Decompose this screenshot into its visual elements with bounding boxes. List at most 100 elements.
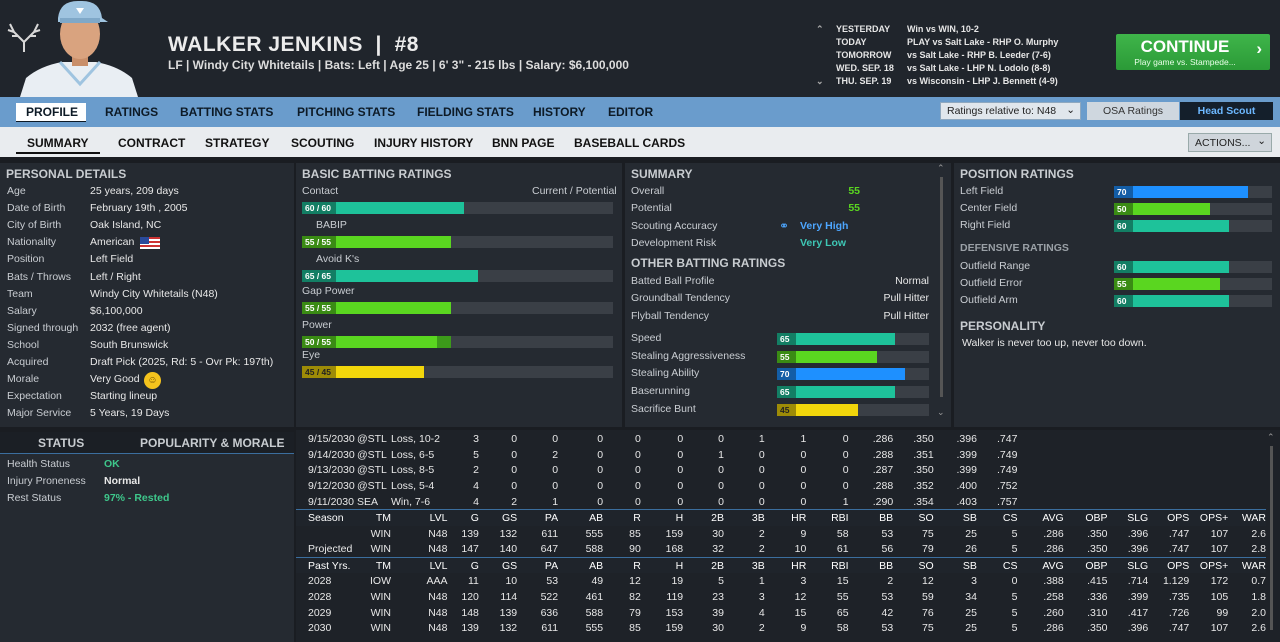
stats-cell: SEA <box>356 495 378 508</box>
tab-strategy[interactable]: STRATEGY <box>205 136 270 150</box>
stats-row: 2029 WIN N48 148 139 636 588 79 153 39 4 15 65 42 76 25… <box>296 605 1266 621</box>
chevron-down-icon[interactable]: ⌄ <box>816 76 824 86</box>
stats-cell: AB <box>558 556 604 574</box>
stats-cell: 555 <box>585 527 604 540</box>
stats-cell: 61 <box>836 543 849 556</box>
summary-scrollbar[interactable]: ⌃ ⌄ <box>937 163 947 423</box>
stats-cell: 2 <box>758 622 765 635</box>
stats-cell: 53 <box>881 590 894 603</box>
rating-value-label <box>1114 220 1133 233</box>
tab-popularity-morale[interactable]: POPULARITY & MORALE <box>140 436 285 450</box>
player-info: LF | Windy City Whitetails | Bats: Left … <box>168 58 629 72</box>
stats-cell: AAA <box>426 575 448 588</box>
stats-cell: 53 <box>546 575 559 588</box>
flag-canton <box>140 237 149 245</box>
stats-cell: 5 <box>473 448 479 461</box>
other-batting-title: OTHER BATTING RATINGS <box>631 256 786 270</box>
stats-cell: 0 <box>758 495 765 508</box>
rating-value-label <box>777 350 796 363</box>
position-label: Outfield Arm <box>960 294 1018 307</box>
stats-cell: LVL <box>390 509 448 526</box>
stats-cell: Season <box>296 509 357 526</box>
stats-cell: 19 <box>671 575 684 588</box>
tab-contract[interactable]: CONTRACT <box>118 136 186 150</box>
stats-cell: .396 <box>1127 543 1149 556</box>
rating-bar: 65 / 65 <box>302 270 613 282</box>
stats-cell: 159 <box>665 527 684 540</box>
stats-cell: 0.7 <box>1251 575 1266 588</box>
chevron-down-icon: ⌄ <box>937 407 945 417</box>
stats-cell: Win, 7-6 <box>390 495 431 508</box>
actions-dropdown[interactable]: ACTIONS... ⌄ <box>1188 133 1272 152</box>
tab-injury-history[interactable]: INJURY HISTORY <box>374 136 474 150</box>
stats-cell: .749 <box>997 448 1018 461</box>
stats-cell: 0 <box>800 495 807 508</box>
stats-cell: OBP <box>1063 556 1108 574</box>
stats-cell: 132 <box>499 527 518 540</box>
stats-cell: 49 <box>591 575 604 588</box>
position-label: Left Field <box>960 185 1004 197</box>
stats-cell: .288 <box>872 480 894 493</box>
chevron-up-icon[interactable]: ⌃ <box>816 24 824 34</box>
tab-history[interactable]: HISTORY <box>533 105 586 119</box>
status-label: Rest Status <box>7 492 62 504</box>
stats-cell: 0 <box>758 448 765 461</box>
stats-cell: 5 <box>1011 527 1018 540</box>
tab-batting-stats[interactable]: BATTING STATS <box>180 105 274 119</box>
current-potential-header: Current / Potential <box>532 185 617 197</box>
summary-value: Very High <box>800 219 849 232</box>
rating-fill <box>777 386 896 399</box>
stats-cell: 2 <box>552 448 559 461</box>
us-flag-icon <box>140 237 160 250</box>
rating-bar: 45 / 45 <box>302 366 613 378</box>
stats-cell: 59 <box>922 590 934 603</box>
stats-cell: 0 <box>597 495 604 508</box>
stats-cell: 0 <box>635 464 641 477</box>
chevron-down-icon: ⌄ <box>1257 135 1266 147</box>
stats-cell: 647 <box>540 543 559 556</box>
stats-cell: .747 <box>1168 527 1190 540</box>
tab-ratings[interactable]: RATINGS <box>105 105 159 119</box>
tab-status[interactable]: STATUS <box>38 436 85 450</box>
stats-cell: Loss, 5-4 <box>390 480 435 493</box>
head-scout-toggle[interactable]: Head Scout <box>1180 102 1273 120</box>
tab-summary[interactable]: SUMMARY <box>16 136 100 154</box>
tab-fielding-stats[interactable]: FIELDING STATS <box>417 105 514 119</box>
rating-value: 70 <box>780 369 790 380</box>
stats-scrollbar[interactable]: ⌃ <box>1266 432 1278 640</box>
tab-profile[interactable]: PROFILE <box>16 103 87 122</box>
tab-editor[interactable]: EDITOR <box>608 105 654 119</box>
stats-cell: .388 <box>1043 575 1064 588</box>
tab-scouting[interactable]: SCOUTING <box>291 136 355 150</box>
schedule-day: TODAY <box>836 37 867 47</box>
stats-cell: 0 <box>718 495 724 508</box>
rating-value: 70 <box>1117 187 1127 197</box>
continue-button[interactable]: CONTINUE Play game vs. Stampede... › <box>1116 34 1270 70</box>
osa-ratings-toggle[interactable]: OSA Ratings <box>1087 102 1179 120</box>
status-value: OK <box>104 458 120 470</box>
stats-cell: 0 <box>552 480 559 493</box>
stats-cell: 0 <box>1011 575 1018 588</box>
chevron-right-icon: › <box>1256 39 1262 58</box>
stats-cell: 2.6 <box>1251 622 1266 635</box>
ratings-relative-dropdown[interactable]: Ratings relative to: N48 ⌄ <box>940 102 1081 120</box>
stats-cell: 3 <box>971 575 977 588</box>
stats-cell: 1 <box>552 495 559 508</box>
other-value: Pull Hitter <box>883 292 929 305</box>
stats-cell: 5 <box>1011 622 1018 635</box>
detail-value: Left / Right <box>90 270 141 283</box>
tab-baseball-cards[interactable]: BASEBALL CARDS <box>574 136 686 150</box>
tab-pitching-stats[interactable]: PITCHING STATS <box>297 105 396 119</box>
rating-bar: 60 <box>1114 261 1272 273</box>
schedule-row: ⌄ THU. SEP. 19 vs Wisconsin - LHP J. Benne… <box>812 76 1072 89</box>
personality-text: Walker is never too up, never too down. <box>962 337 1147 349</box>
stats-cell: 139 <box>499 606 518 619</box>
stats-row: Season TM LVL G GS PA AB R H 2B 3B HR RBI BB SO SB CS AVG… <box>296 509 1266 526</box>
detail-value: Left Field <box>90 253 134 266</box>
stats-cell: 3 <box>473 432 479 445</box>
tab-bnn-page[interactable]: BNN PAGE <box>492 136 555 150</box>
detail-value: American <box>90 236 135 249</box>
stats-cell: .310 <box>1087 606 1108 619</box>
chevron-down-icon: ⌄ <box>1066 104 1075 116</box>
stats-row: 2030 WIN N48 139 132 611 555 85 159 30 2 9 58 53 75 25 5… <box>296 621 1266 637</box>
